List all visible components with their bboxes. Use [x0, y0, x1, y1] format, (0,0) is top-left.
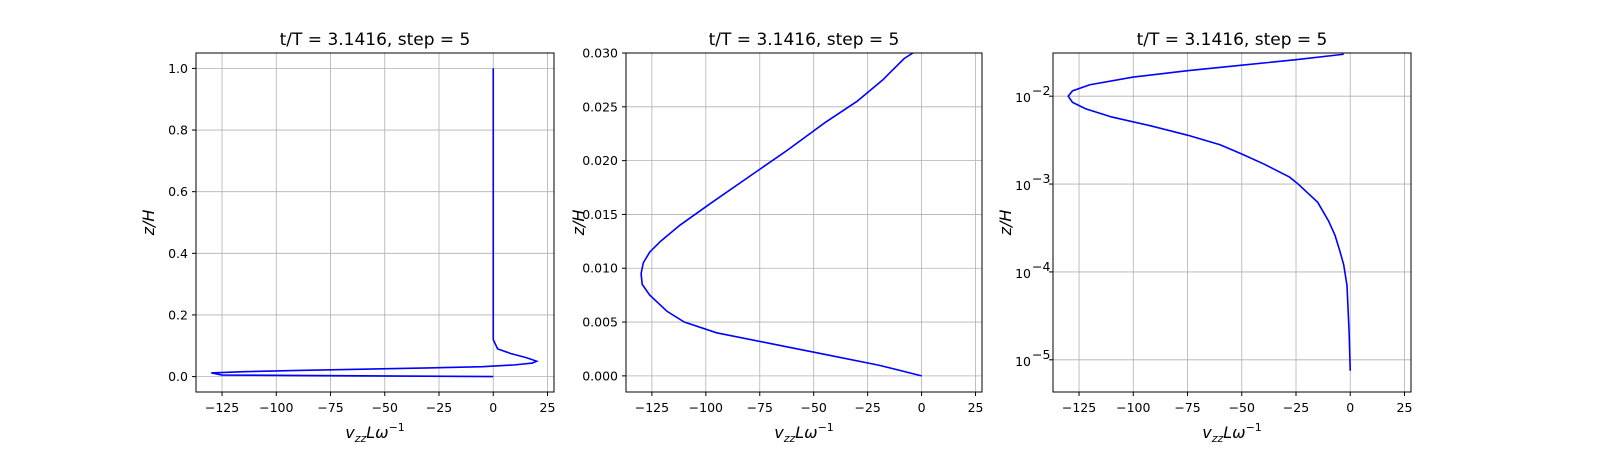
- chart-title: t/T = 3.1416, step = 5: [280, 30, 471, 50]
- x-tick-label: 25: [1397, 400, 1413, 415]
- chart-title: t/T = 3.1416, step = 5: [1137, 30, 1328, 50]
- y-axis-label: z/H: [569, 210, 588, 237]
- x-tick-label: −50: [1229, 400, 1255, 415]
- x-tick-label: −25: [854, 400, 880, 415]
- x-tick-label: −75: [1174, 400, 1200, 415]
- axes-frame: [625, 52, 983, 393]
- x-axis-label: vzzLω−1: [1202, 421, 1262, 445]
- series-line-1: [1067, 53, 1352, 371]
- y-tick-label: 0.005: [582, 315, 618, 330]
- y-tick-label: 0.025: [582, 99, 618, 114]
- x-tick-label: 0: [489, 400, 497, 415]
- y-tick-label: 0.0: [168, 369, 188, 384]
- y-tick-exponent: −5: [1032, 347, 1050, 362]
- y-axis-label: z/H: [996, 210, 1015, 237]
- axes-frame: [1052, 52, 1412, 393]
- y-tick-exponent: −2: [1032, 83, 1050, 98]
- x-tick-label: −125: [1062, 400, 1096, 415]
- x-tick-label: −25: [1283, 400, 1309, 415]
- x-tick-label: −75: [747, 400, 773, 415]
- x-tick-label: 25: [540, 400, 556, 415]
- series-line-1: [640, 52, 922, 377]
- x-tick-label: 0: [1346, 400, 1354, 415]
- x-tick-label: −50: [372, 400, 398, 415]
- y-tick-label: 10: [1015, 178, 1031, 193]
- x-tick-label: −125: [205, 400, 239, 415]
- y-tick-exponent: −4: [1032, 259, 1050, 274]
- y-tick-label: 10: [1015, 266, 1031, 281]
- y-tick-label: 0.010: [582, 261, 618, 276]
- panel-2: −125 −100 −75 −50 −25 0 25 0.000 0.005 0.010 0.015…: [569, 30, 983, 445]
- x-tick-label: −100: [259, 400, 293, 415]
- x-tick-label: −50: [801, 400, 827, 415]
- y-axis-label: z/H: [139, 210, 158, 237]
- x-tick-label: 0: [918, 400, 926, 415]
- panel-1: −125 −100 −75 −50 −25 0 25 0.0 0.2 0.4 0.6 0.8 1.0 t/…: [139, 30, 555, 445]
- x-tick-label: −25: [426, 400, 452, 415]
- y-tick-label: 10: [1015, 354, 1031, 369]
- y-tick-label: 0.020: [582, 153, 618, 168]
- x-tick-label: 25: [968, 400, 984, 415]
- chart-title: t/T = 3.1416, step = 5: [709, 30, 900, 50]
- y-tick-label: 10: [1015, 90, 1031, 105]
- x-tick-label: −75: [317, 400, 343, 415]
- y-tick-label: 0.2: [168, 307, 188, 322]
- y-tick-label: 0.8: [168, 123, 188, 138]
- axes-frame: [195, 52, 555, 393]
- y-tick-label: 0.4: [168, 246, 188, 261]
- x-tick-label: −100: [689, 400, 723, 415]
- y-tick-exponent: −3: [1032, 171, 1050, 186]
- x-tick-label: −100: [1116, 400, 1150, 415]
- y-tick-label: 0.000: [582, 368, 618, 383]
- series-line-1: [211, 68, 539, 378]
- y-tick-label: 0.015: [582, 207, 618, 222]
- y-tick-label: 0.6: [168, 184, 188, 199]
- x-axis-label: vzzLω−1: [345, 421, 405, 445]
- y-tick-label: 0.030: [582, 46, 618, 61]
- x-tick-label: −125: [635, 400, 669, 415]
- y-tick-label: 1.0: [168, 61, 188, 76]
- x-axis-label: vzzLω−1: [774, 421, 834, 445]
